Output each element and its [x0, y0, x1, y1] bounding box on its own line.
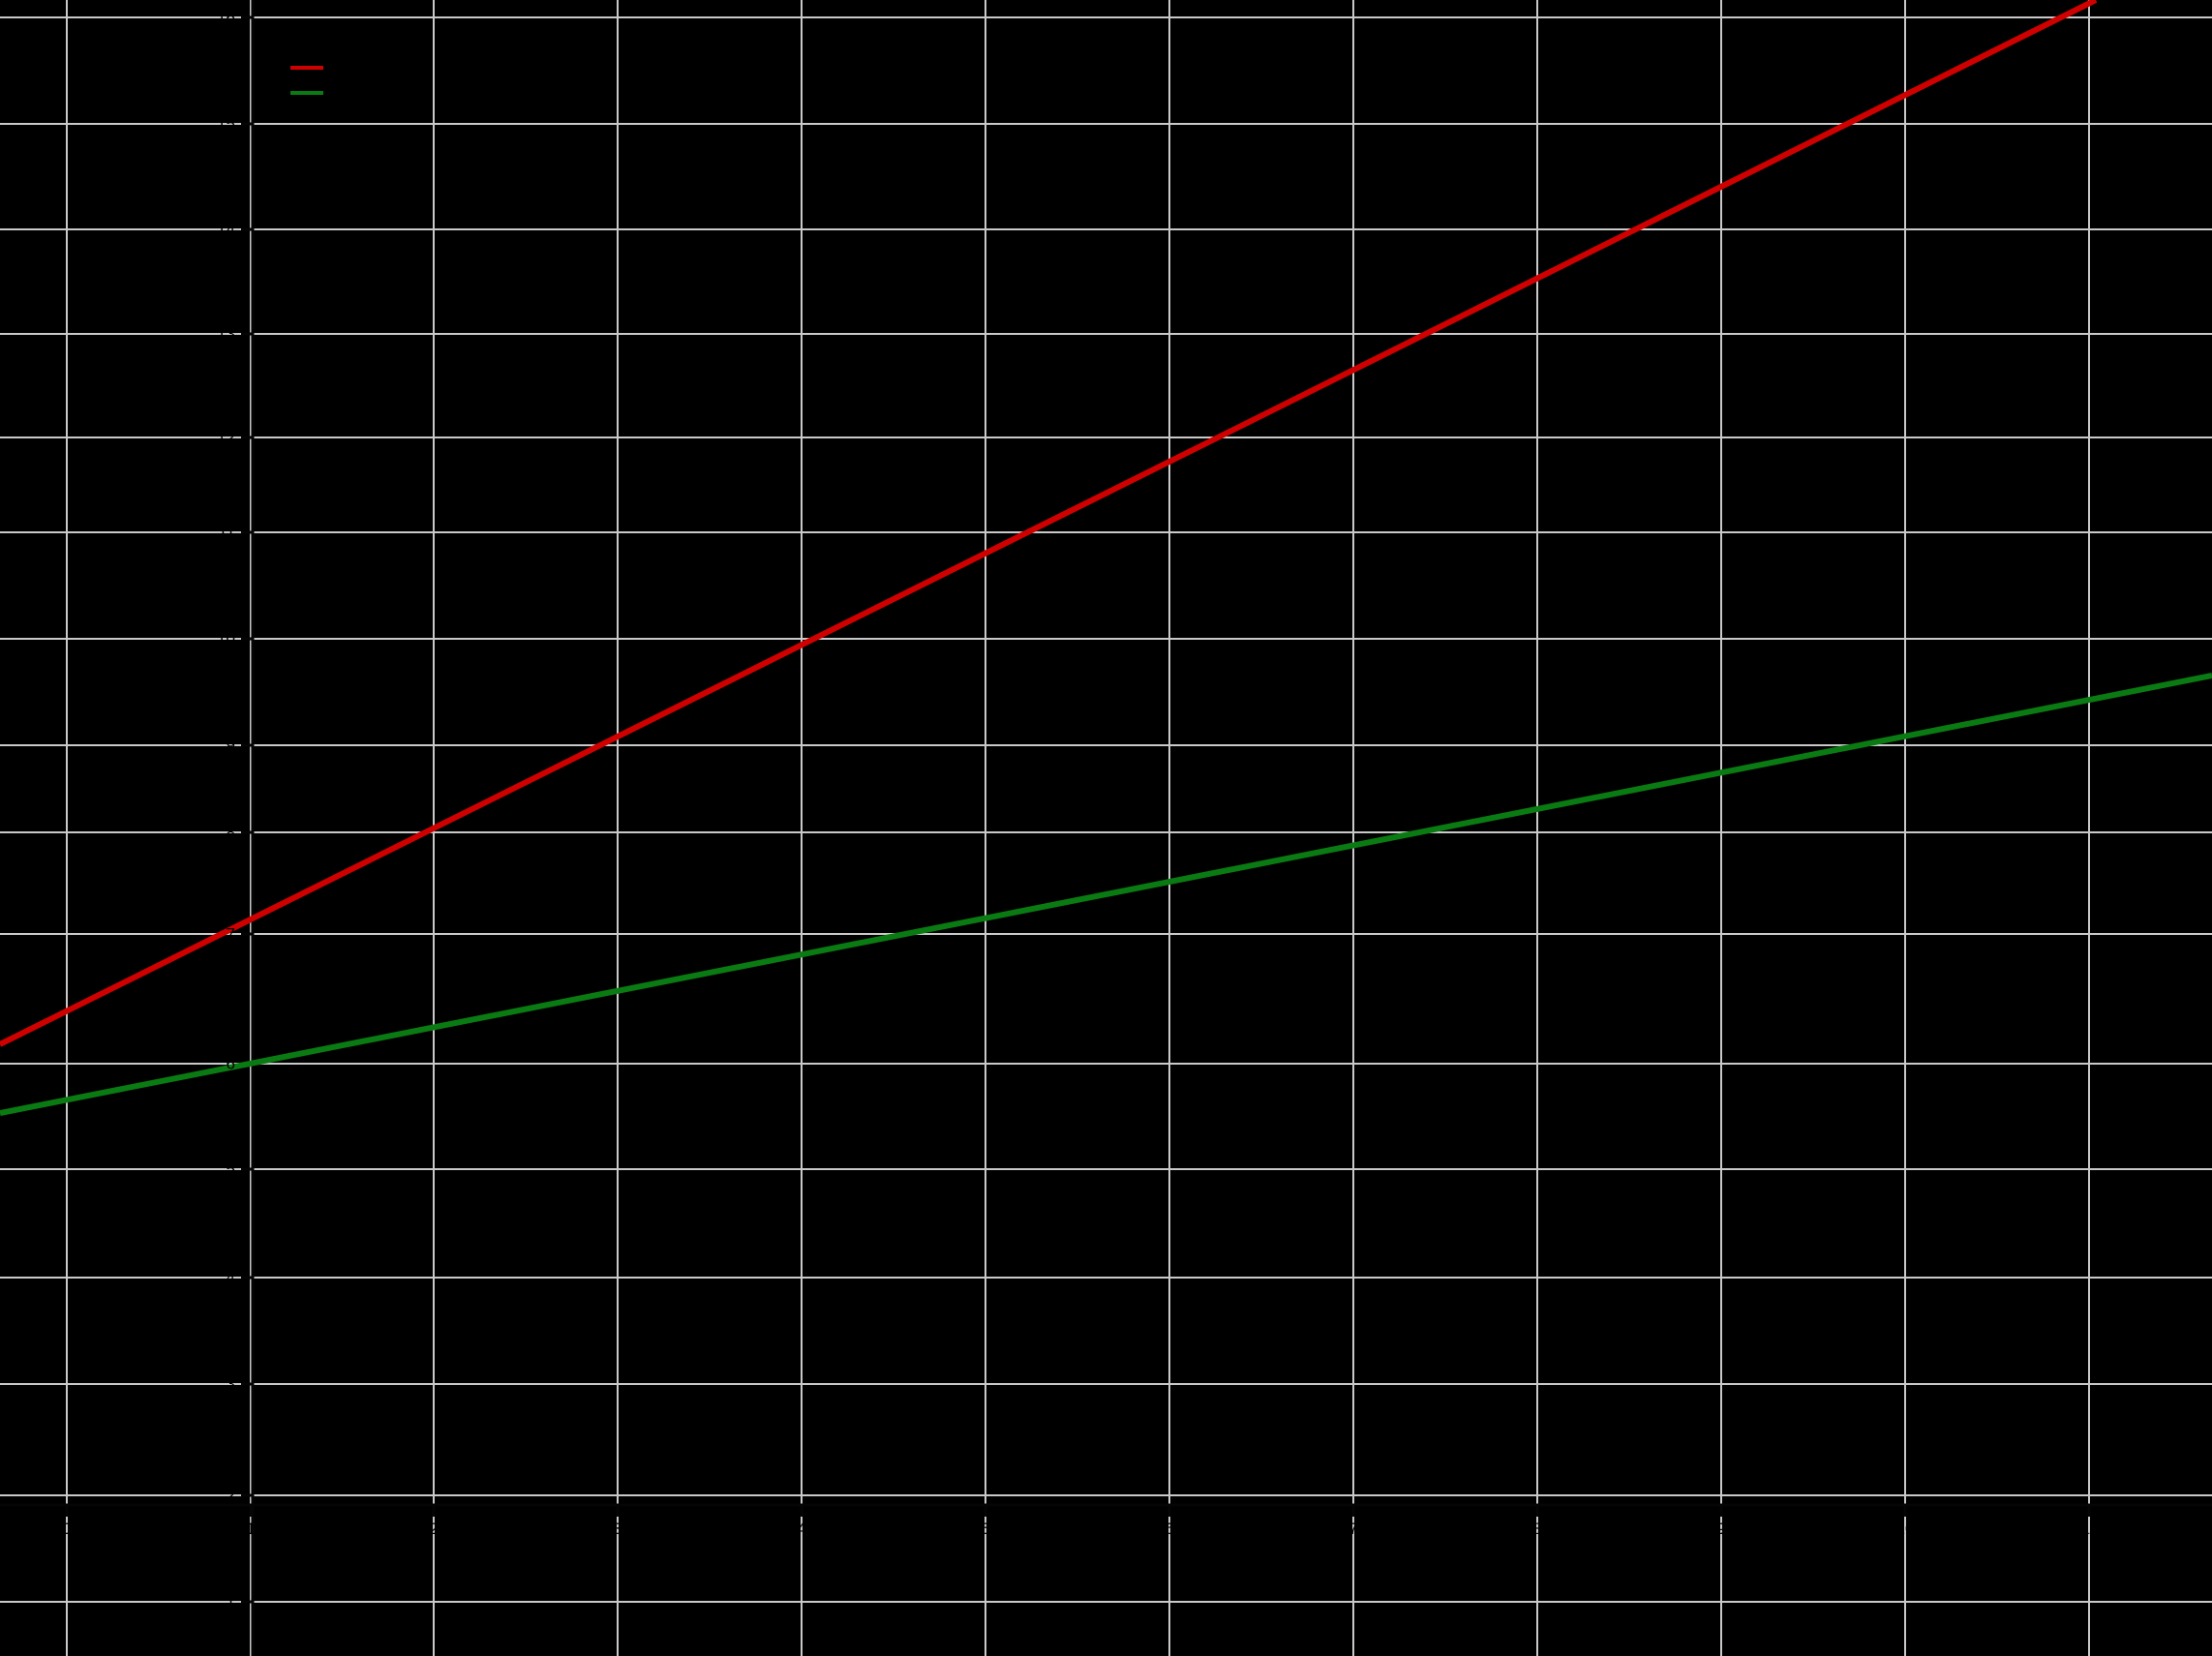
series-line-series-2: [0, 673, 2212, 1116]
legend-label: series-2: [333, 83, 392, 102]
chart-legend: series-1 series-2: [290, 58, 391, 108]
data-series-lines: [0, 0, 2212, 1116]
vertical-gridlines: [66, 0, 2090, 1656]
legend-entry[interactable]: series-2: [290, 83, 391, 103]
legend-label: series-1: [333, 58, 392, 76]
legend-color-swatch: [290, 66, 323, 70]
series-line-series-1: [0, 0, 2098, 1047]
legend-color-swatch: [290, 91, 323, 95]
legend-entry[interactable]: series-1: [290, 58, 391, 77]
